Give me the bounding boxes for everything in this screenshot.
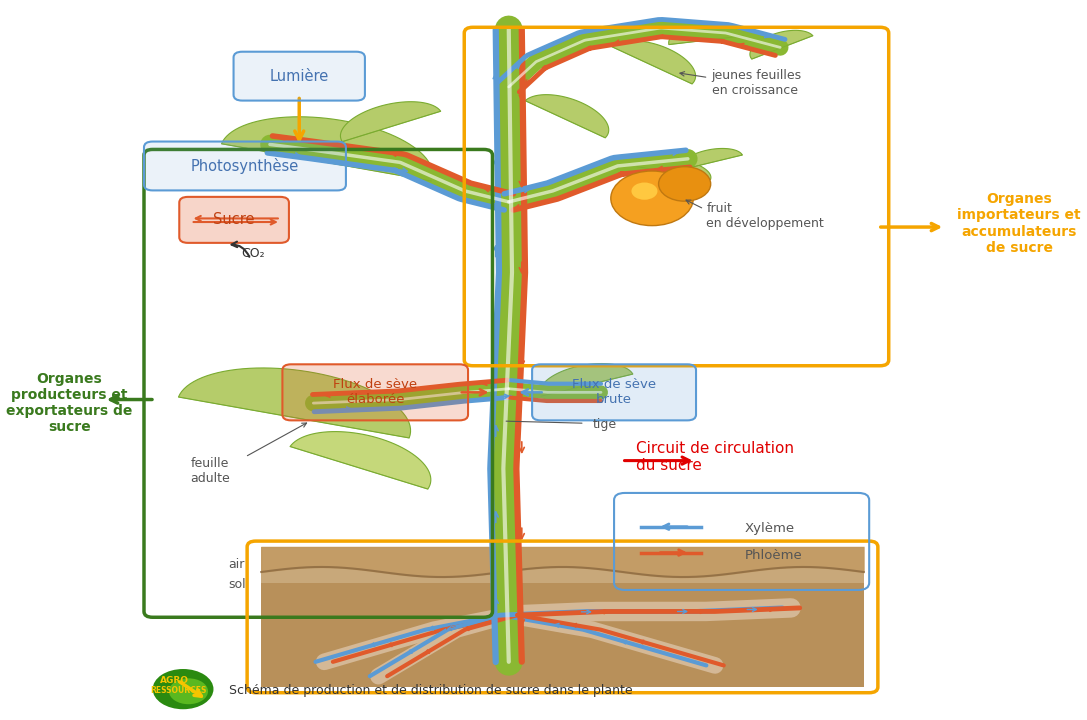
Polygon shape — [222, 117, 433, 181]
Polygon shape — [612, 41, 696, 84]
Text: fruit
en développement: fruit en développement — [707, 202, 824, 230]
FancyBboxPatch shape — [283, 364, 468, 420]
FancyBboxPatch shape — [143, 142, 346, 190]
Polygon shape — [340, 102, 440, 142]
Text: tige: tige — [592, 418, 616, 431]
Circle shape — [168, 678, 208, 704]
Circle shape — [152, 669, 213, 709]
Polygon shape — [637, 158, 711, 180]
FancyBboxPatch shape — [533, 364, 696, 420]
Text: Circuit de circulation
du sucre: Circuit de circulation du sucre — [636, 441, 794, 473]
Text: jeunes feuilles
en croissance: jeunes feuilles en croissance — [712, 69, 802, 97]
Polygon shape — [669, 24, 744, 45]
Text: feuille
adulte: feuille adulte — [190, 457, 230, 485]
FancyBboxPatch shape — [234, 52, 365, 101]
Polygon shape — [680, 148, 742, 170]
FancyBboxPatch shape — [179, 197, 289, 243]
Polygon shape — [290, 431, 430, 489]
Circle shape — [632, 182, 658, 199]
Text: sol: sol — [228, 577, 247, 590]
Polygon shape — [540, 364, 633, 396]
Polygon shape — [261, 546, 864, 687]
Circle shape — [659, 167, 711, 201]
Text: Organes
producteurs et
exportateurs de
sucre: Organes producteurs et exportateurs de s… — [7, 372, 133, 434]
Circle shape — [611, 171, 694, 225]
Polygon shape — [525, 94, 609, 138]
Text: Phloème: Phloème — [745, 549, 802, 562]
Text: Organes
importateurs et
accumulateurs
de sucre: Organes importateurs et accumulateurs de… — [958, 192, 1080, 255]
Polygon shape — [178, 368, 411, 438]
Text: Lumière: Lumière — [270, 68, 329, 84]
Text: RESSOURCES: RESSOURCES — [150, 686, 207, 695]
Text: Schéma de production et de distribution de sucre dans le plante: Schéma de production et de distribution … — [228, 684, 633, 697]
Text: air: air — [228, 558, 245, 571]
Text: AGRO: AGRO — [160, 676, 189, 685]
Text: Sucre: Sucre — [213, 212, 254, 228]
Text: Photosynthèse: Photosynthèse — [191, 158, 299, 174]
Text: Flux de sève
élaborée: Flux de sève élaborée — [334, 378, 417, 406]
Text: Flux de sève
brute: Flux de sève brute — [572, 378, 657, 406]
Text: Xylème: Xylème — [745, 523, 795, 536]
Polygon shape — [261, 546, 864, 582]
Polygon shape — [750, 30, 813, 59]
Text: CO₂: CO₂ — [241, 247, 265, 260]
